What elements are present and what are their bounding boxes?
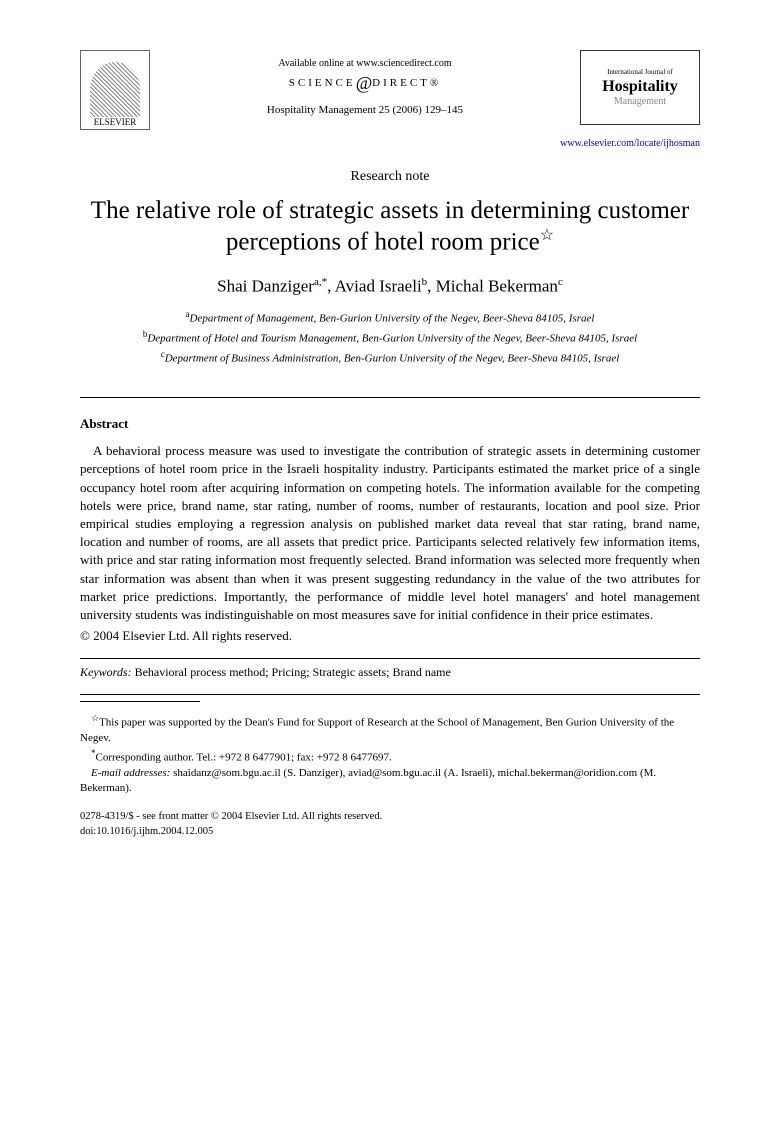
divider-top [80,397,700,398]
elsevier-tree-icon [90,62,140,117]
journal-logo-main: Hospitality [602,78,678,96]
bottom-info: 0278-4319/$ - see front matter © 2004 El… [80,810,700,839]
abstract-heading: Abstract [80,416,700,432]
corresponding-footnote: *Corresponding author. Tel.: +972 8 6477… [80,747,700,766]
journal-cover-logo: International Journal of Hospitality Man… [580,50,700,125]
author-3-sup: c [558,276,563,288]
keywords-text: Behavioral process method; Pricing; Stra… [132,665,451,679]
author-1-sup: a,* [314,276,327,288]
email-footnote: E-mail addresses: shaidanz@som.bgu.ac.il… [80,766,700,797]
center-header: Available online at www.sciencedirect.co… [150,50,580,116]
doi-line: doi:10.1016/j.ijhm.2004.12.005 [80,825,700,840]
affiliation-c: Department of Business Administration, B… [165,352,620,364]
email-label: E-mail addresses: [91,767,170,779]
available-online-text: Available online at www.sciencedirect.co… [150,58,580,69]
science-direct-logo: SCIENCE@DIRECT® [150,73,580,94]
title-text: The relative role of strategic assets in… [91,197,689,256]
title-footnote-star-icon: ☆ [540,227,554,244]
issn-line: 0278-4319/$ - see front matter © 2004 El… [80,810,700,825]
corresponding-text: Corresponding author. Tel.: +972 8 64779… [96,751,392,763]
funding-footnote: ☆This paper was supported by the Dean's … [80,712,700,746]
article-type: Research note [80,169,700,185]
divider-bottom [80,694,700,695]
keywords-label: Keywords: [80,665,132,679]
article-title: The relative role of strategic assets in… [80,195,700,258]
journal-citation: Hospitality Management 25 (2006) 129–145 [150,104,580,116]
keywords-line: Keywords: Behavioral process method; Pri… [80,665,700,680]
footnote-rule [80,701,200,702]
science-text: SCIENCE [289,77,356,89]
journal-url[interactable]: www.elsevier.com/locate/ijhosman [80,138,700,149]
funding-text: This paper was supported by the Dean's F… [80,717,674,744]
abstract-body: A behavioral process measure was used to… [80,442,700,624]
elsevier-text: ELSEVIER [94,117,137,127]
affiliations: aDepartment of Management, Ben-Gurion Un… [80,308,700,367]
author-2-sup: b [422,276,428,288]
elsevier-logo: ELSEVIER [80,50,150,130]
divider-mid [80,658,700,659]
author-3: Michal Bekerman [436,276,558,295]
affiliation-a: Department of Management, Ben-Gurion Uni… [190,313,595,325]
author-2: Aviad Israeli [335,276,422,295]
footnotes: ☆This paper was supported by the Dean's … [80,712,700,796]
abstract-copyright: © 2004 Elsevier Ltd. All rights reserved… [80,628,700,644]
author-1: Shai Danziger [217,276,314,295]
star-icon: ☆ [91,713,99,723]
direct-text: DIRECT [372,77,430,89]
journal-logo-top: International Journal of [607,68,673,76]
direct-mark: ® [430,77,441,89]
authors-line: Shai Danzigera,*, Aviad Israelib, Michal… [80,276,700,297]
header-row: ELSEVIER Available online at www.science… [80,50,700,130]
at-symbol-icon: @ [356,73,373,93]
affiliation-b: Department of Hotel and Tourism Manageme… [147,333,637,345]
journal-logo-sub: Management [614,96,666,107]
